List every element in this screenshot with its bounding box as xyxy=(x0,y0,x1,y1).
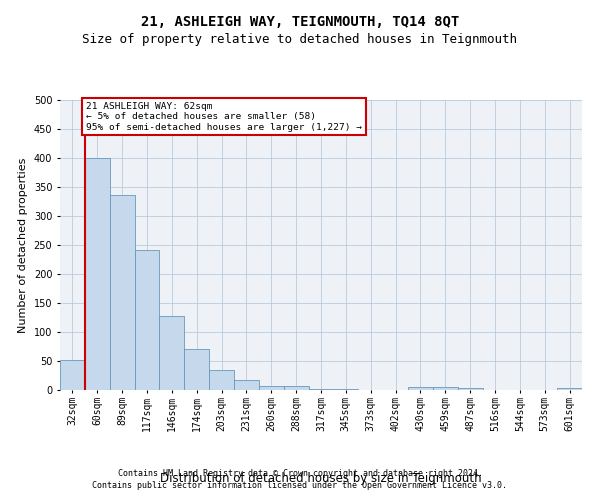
Text: Contains HM Land Registry data © Crown copyright and database right 2024.: Contains HM Land Registry data © Crown c… xyxy=(118,468,482,477)
Bar xyxy=(160,316,184,390)
Bar xyxy=(557,388,582,390)
Bar xyxy=(85,158,110,390)
Text: 21 ASHLEIGH WAY: 62sqm
← 5% of detached houses are smaller (58)
95% of semi-deta: 21 ASHLEIGH WAY: 62sqm ← 5% of detached … xyxy=(86,102,362,132)
Y-axis label: Number of detached properties: Number of detached properties xyxy=(18,158,28,332)
Bar xyxy=(284,386,308,390)
Bar xyxy=(308,389,334,390)
Text: 21, ASHLEIGH WAY, TEIGNMOUTH, TQ14 8QT: 21, ASHLEIGH WAY, TEIGNMOUTH, TQ14 8QT xyxy=(141,15,459,29)
Bar xyxy=(110,194,134,390)
Bar xyxy=(408,386,433,390)
Bar xyxy=(184,350,209,390)
X-axis label: Distribution of detached houses by size in Teignmouth: Distribution of detached houses by size … xyxy=(160,472,482,486)
Bar xyxy=(134,250,160,390)
Bar xyxy=(234,380,259,390)
Bar xyxy=(433,387,458,390)
Text: Contains public sector information licensed under the Open Government Licence v3: Contains public sector information licen… xyxy=(92,481,508,490)
Bar xyxy=(60,360,85,390)
Bar xyxy=(458,388,482,390)
Text: Size of property relative to detached houses in Teignmouth: Size of property relative to detached ho… xyxy=(83,32,517,46)
Bar xyxy=(259,386,284,390)
Bar xyxy=(209,370,234,390)
